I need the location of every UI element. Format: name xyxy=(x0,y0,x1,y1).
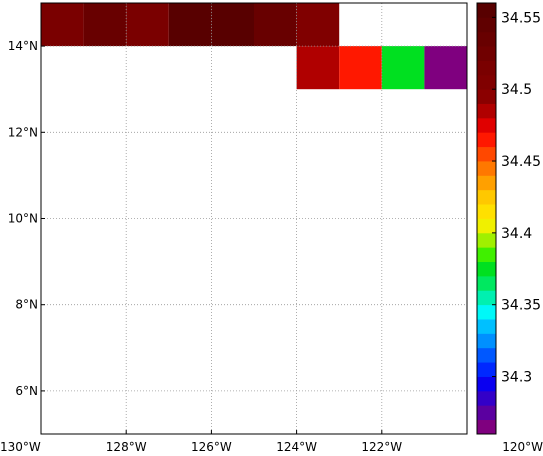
colorbar-segment xyxy=(477,17,496,33)
colorbar-segment xyxy=(477,31,496,47)
x-tick-label: 120°W xyxy=(502,440,543,454)
colorbar-segment xyxy=(477,319,496,334)
x-tick-label: 124°W xyxy=(276,440,317,454)
heatmap-cell xyxy=(339,46,382,90)
colorbar-segment xyxy=(477,161,496,176)
heatmap-cells xyxy=(41,3,467,90)
colorbar-tick-label: 34.35 xyxy=(501,298,541,314)
colorbar-segment xyxy=(477,275,496,291)
x-tick-label: 126°W xyxy=(191,440,232,454)
y-tick-label: 6°N xyxy=(15,384,38,398)
y-tick-label: 10°N xyxy=(8,212,38,226)
heatmap-cell xyxy=(126,3,169,47)
heatmap-cell xyxy=(168,3,212,47)
colorbar-segment xyxy=(477,333,496,349)
colorbar-segment xyxy=(477,304,496,320)
colorbar-segment xyxy=(477,89,496,104)
x-axis: 130°W 128°W 126°W 124°W 122°W 120°W xyxy=(0,430,543,454)
heatmap-cell xyxy=(254,3,297,47)
colorbar-tick-label: 34.3 xyxy=(501,370,532,386)
colorbar-frame xyxy=(476,2,497,435)
colorbar-segment xyxy=(477,362,496,377)
colorbar-segment xyxy=(477,232,496,248)
colorbar-segment xyxy=(477,247,496,262)
colorbar-segment xyxy=(477,347,496,363)
colorbar-segment xyxy=(477,146,496,162)
colorbar-segment xyxy=(477,46,496,61)
x-tick-label: 130°W xyxy=(0,440,41,454)
colorbar-segment xyxy=(477,261,496,277)
colorbar-tick-label: 34.4 xyxy=(501,226,532,242)
colorbar-segment xyxy=(477,290,496,306)
heatmap-cell xyxy=(83,3,127,47)
y-tick-label: 12°N xyxy=(8,125,38,139)
colorbar-segment xyxy=(477,103,496,119)
colorbar-segment xyxy=(477,218,496,234)
heatmap-cell xyxy=(424,46,467,90)
colorbar-segment xyxy=(477,204,496,219)
heatmap-cell xyxy=(381,46,425,90)
colorbar-segment xyxy=(477,74,496,90)
colorbar-tick-label: 34.5 xyxy=(501,82,532,98)
grid-lines xyxy=(40,3,468,434)
colorbar-segment xyxy=(477,419,496,435)
colorbar-segment xyxy=(477,175,496,191)
colorbar-segment xyxy=(477,405,496,421)
colorbar-segment xyxy=(477,60,496,76)
colorbar-segment xyxy=(477,189,496,205)
colorbar: 34.3 34.35 34.4 34.45 34.5 34.55 xyxy=(476,2,541,435)
x-tick-label: 122°W xyxy=(361,440,402,454)
colorbar-segment xyxy=(477,117,496,133)
colorbar-segment xyxy=(477,390,496,406)
y-tick-label: 8°N xyxy=(15,298,38,312)
y-tick-label: 14°N xyxy=(8,39,38,53)
colorbar-segment xyxy=(477,132,496,148)
y-axis: 6°N 8°N 10°N 12°N 14°N xyxy=(8,39,45,398)
colorbar-tick-label: 34.55 xyxy=(501,10,541,26)
heatmap-cell xyxy=(296,3,340,47)
heatmap-cell xyxy=(211,3,254,47)
heatmap-cell xyxy=(41,3,84,47)
colorbar-segment xyxy=(477,3,496,18)
colorbar-segment xyxy=(477,376,496,392)
colorbar-tick-label: 34.45 xyxy=(501,154,541,170)
x-tick-label: 128°W xyxy=(106,440,147,454)
heatmap-cell xyxy=(296,46,340,90)
